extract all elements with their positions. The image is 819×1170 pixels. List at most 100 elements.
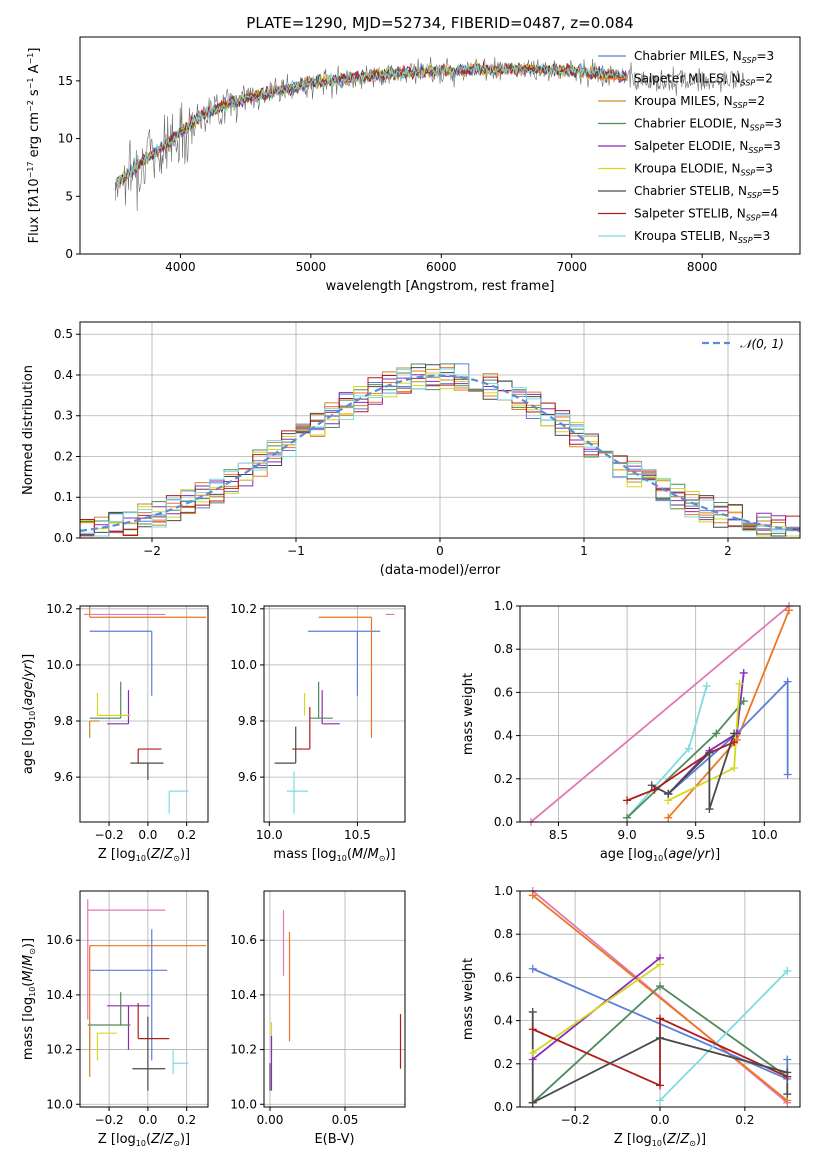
y-tick-label: 10.0: [46, 658, 73, 672]
x-tick-label: −0.2: [561, 1113, 590, 1127]
x-tick-label: 0.0: [138, 828, 157, 842]
legend-entry: Salpeter MILES, NSSP=2: [634, 72, 773, 88]
plot-area: [264, 891, 405, 1107]
y-tick-label: 10.6: [230, 933, 257, 947]
weight-marker: [656, 982, 664, 991]
y-tick-label: 10.2: [230, 1043, 257, 1057]
chart-z-vs-mass: −0.2 0.0 0.2 10.0 10.2 10.4 10.6 Z [log10(Z/Z⊙)…: [21, 890, 209, 1148]
y-tick-label: 10: [58, 132, 73, 146]
weight-line: [532, 894, 788, 1102]
x-tick-label: 4000: [165, 260, 196, 274]
y-axis-label: mass weight: [461, 958, 476, 1040]
x-tick-label: 1: [580, 544, 588, 558]
y-tick-label: 0.6: [494, 685, 513, 699]
chart-z-vs-age: −0.2 0.0 0.2 9.6 9.8 10.0 10.2 Z [log10(Z/Z⊙)] a…: [21, 602, 209, 863]
x-tick-label: 0: [436, 544, 444, 558]
weight-line: [532, 1017, 788, 1087]
x-tick-label: 9.5: [686, 828, 705, 842]
y-tick-label: 0.2: [494, 1057, 513, 1071]
x-tick-label: 10.5: [344, 828, 371, 842]
legend-entry: Salpeter STELIB, NSSP=4: [634, 207, 778, 223]
weight-marker: [528, 1025, 537, 1034]
residual-histogram-7: [80, 375, 800, 537]
y-tick-label: 15: [58, 74, 73, 88]
weight-marker: [656, 1033, 664, 1042]
legend-entry: Kroupa ELODIE, NSSP=3: [634, 162, 773, 178]
weight-marker: [656, 960, 664, 969]
weight-marker: [528, 1007, 537, 1016]
x-tick-label: 0.2: [177, 1113, 196, 1127]
x-tick-label: 8.5: [549, 828, 568, 842]
plot-area: [80, 322, 800, 538]
x-tick-label: 0.0: [650, 1113, 669, 1127]
weight-marker: [735, 679, 744, 688]
y-tick-label: 0.2: [54, 449, 73, 463]
y-tick-label: 10.0: [46, 1097, 73, 1111]
residual-histogram-5: [80, 372, 800, 537]
weight-marker: [730, 764, 739, 772]
chart-mass-vs-age: 10.0 10.5 9.6 9.8 10.0 10.2 mass [log10(M/M⊙)]: [230, 602, 406, 863]
y-tick-label: 0.8: [494, 927, 513, 941]
x-tick-label: 5000: [296, 260, 327, 274]
legend-entry: Kroupa MILES, NSSP=2: [634, 94, 765, 110]
weight-line: [626, 685, 708, 819]
weight-line: [659, 970, 788, 1102]
legend-entry: Salpeter ELODIE, NSSP=3: [634, 139, 781, 155]
chart-cum-weight-age: 8.5 9.0 9.5 10.0 0.0 0.2 0.4 0.6 0.8 1.0 age [log1…: [461, 599, 801, 863]
y-tick-label: 9.6: [54, 770, 73, 784]
x-tick-label: −2: [143, 544, 161, 558]
x-tick-label: −1: [287, 544, 305, 558]
weight-line: [667, 609, 790, 819]
y-tick-label: 1.0: [494, 884, 513, 898]
x-tick-label: 8000: [687, 260, 718, 274]
axes-frame: [263, 890, 406, 1108]
x-tick-label: 10.0: [751, 828, 778, 842]
chart-spectrum: 4000 5000 6000 7000 8000 0 5 10 15 wavelength [An…: [26, 36, 801, 294]
x-tick-label: 0.2: [177, 828, 196, 842]
weight-line: [667, 679, 789, 795]
axes-frame: [79, 890, 209, 1108]
y-axis-label: mass [log10(M/M⊙)]: [21, 938, 37, 1060]
axes-frame: [263, 605, 406, 823]
y-axis-label: Normed distribution: [21, 365, 36, 495]
x-axis-label: wavelength [Angstrom, rest frame]: [326, 279, 555, 294]
weight-marker: [783, 1090, 792, 1099]
x-axis-label: (data-model)/error: [380, 563, 501, 578]
y-tick-label: 0.6: [494, 970, 513, 984]
y-tick-label: 10.0: [230, 1097, 257, 1111]
x-tick-label: 0.00: [257, 1113, 284, 1127]
plot-area: [520, 606, 800, 822]
axes-frame: [519, 605, 801, 823]
weight-marker: [528, 964, 537, 973]
y-tick-label: 0.5: [54, 327, 73, 341]
weight-marker: [664, 813, 673, 822]
chart-ebv-vs-mass: 0.00 0.05 10.0 10.2 10.4 10.6 E(B-V): [230, 890, 406, 1147]
y-tick-label: 0.3: [54, 409, 73, 423]
y-tick-label: 5: [65, 189, 73, 203]
weight-marker: [783, 1055, 792, 1064]
model-spectrum-8: [114, 62, 627, 186]
x-tick-label: 10.0: [256, 828, 283, 842]
weight-marker: [647, 781, 656, 790]
weight-line: [530, 606, 790, 822]
weight-marker: [656, 1014, 664, 1023]
x-axis-label: Z [log10(Z/Z⊙)]: [98, 1132, 190, 1148]
y-tick-label: 10.2: [230, 602, 257, 616]
legend-entry: Chabrier ELODIE, NSSP=3: [634, 117, 782, 133]
plot-area: [80, 891, 208, 1107]
y-tick-label: 10.4: [230, 988, 257, 1002]
y-tick-label: 0.8: [494, 642, 513, 656]
weight-marker: [664, 789, 673, 798]
weight-marker: [739, 668, 748, 677]
x-axis-label: age [log10(age/yr)]: [600, 847, 720, 863]
weight-line: [626, 741, 735, 802]
plot-area: [80, 606, 208, 822]
weight-marker: [656, 1081, 664, 1090]
weight-marker: [783, 677, 792, 686]
y-tick-label: 10.6: [46, 933, 73, 947]
y-tick-label: 0.2: [494, 772, 513, 786]
weight-marker: [702, 681, 711, 690]
y-tick-label: 0.0: [494, 1100, 513, 1114]
axes-frame: [79, 321, 801, 539]
